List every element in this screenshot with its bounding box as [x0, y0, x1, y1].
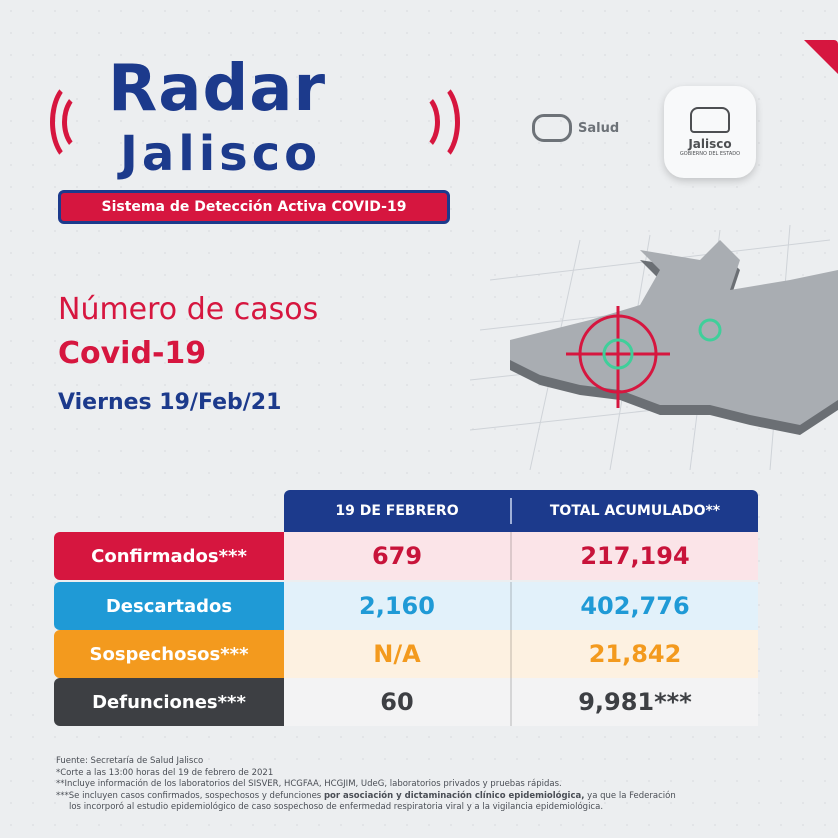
row-label: Confirmados***	[54, 532, 284, 580]
table-row-sospechosos: Sospechosos*** N/A 21,842	[54, 630, 758, 678]
salud-logo: Salud	[532, 114, 619, 142]
row-total-value: 217,194	[512, 532, 758, 580]
row-total-value: 21,842	[512, 630, 758, 678]
row-label: Descartados	[54, 582, 284, 630]
footer-note-2: **Incluye información de los laboratorio…	[56, 779, 562, 789]
footer-source: Fuente: Secretaría de Salud Jalisco	[56, 756, 204, 766]
row-total-value: 402,776	[512, 582, 758, 630]
report-date: Viernes 19/Feb/21	[58, 390, 282, 415]
row-day-value: 2,160	[284, 582, 512, 630]
virus-icon	[602, 318, 722, 370]
footer-note-1: *Corte a las 13:00 horas del 19 de febre…	[56, 767, 274, 778]
footer-notes: Fuente: Secretaría de Salud Jalisco *Cor…	[56, 756, 676, 814]
seal-subtitle: GOBIERNO DEL ESTADO	[679, 151, 741, 157]
row-label: Sospechosos***	[54, 630, 284, 678]
signal-wave-left-inner-icon	[62, 92, 102, 152]
target-crosshair-icon	[566, 306, 670, 408]
heading-line1: Número de casos	[58, 292, 319, 327]
salud-heartbeat-icon	[532, 114, 572, 142]
state-shape	[510, 240, 838, 425]
row-label: Defunciones***	[54, 678, 284, 726]
row-day-value: N/A	[284, 630, 512, 678]
salud-label: Salud	[578, 120, 620, 136]
radar-jalisco-logo: Radar Jalisco Sistema de Detección Activ…	[50, 52, 460, 242]
jalisco-map-illustration	[470, 224, 838, 470]
table-header: 19 DE FEBRERO TOTAL ACUMULADO**	[284, 490, 758, 532]
signal-wave-right-outer-icon	[410, 80, 460, 164]
table-row-confirmados: Confirmados*** 679 217,194	[54, 532, 758, 580]
logo-region-word: Jalisco	[120, 126, 322, 182]
heading-line2: Covid-19	[58, 336, 207, 371]
column-header-day: 19 DE FEBRERO	[284, 498, 512, 524]
logo-subtitle-badge: Sistema de Detección Activa COVID-19	[58, 190, 450, 224]
row-day-value: 60	[284, 678, 512, 726]
column-header-total: TOTAL ACUMULADO**	[549, 503, 721, 519]
row-day-value: 679	[284, 532, 512, 580]
footer-note-3-post: ya que la Federación	[584, 790, 676, 801]
table-row-defunciones: Defunciones*** 60 9,981***	[54, 678, 758, 726]
footer-note-3-pre: ***Se incluyen casos confirmados, sospec…	[56, 790, 324, 801]
coat-of-arms-icon	[690, 107, 730, 133]
footer-note-3: ***Se incluyen casos confirmados, sospec…	[56, 791, 676, 803]
seal-name: Jalisco	[688, 137, 732, 151]
corner-ribbon	[804, 40, 838, 74]
row-total-value: 9,981***	[512, 678, 758, 726]
signal-wave-left-outer-icon	[50, 80, 100, 164]
footer-note-4: los incorporó al estudio epidemiológico …	[69, 802, 604, 812]
jalisco-government-seal: Jalisco GOBIERNO DEL ESTADO	[664, 86, 756, 178]
table-row-descartados: Descartados 2,160 402,776	[54, 582, 758, 630]
logo-title-word: Radar	[108, 52, 327, 126]
footer-note-3-bold: por asociación y dictaminación clínico e…	[323, 790, 585, 801]
